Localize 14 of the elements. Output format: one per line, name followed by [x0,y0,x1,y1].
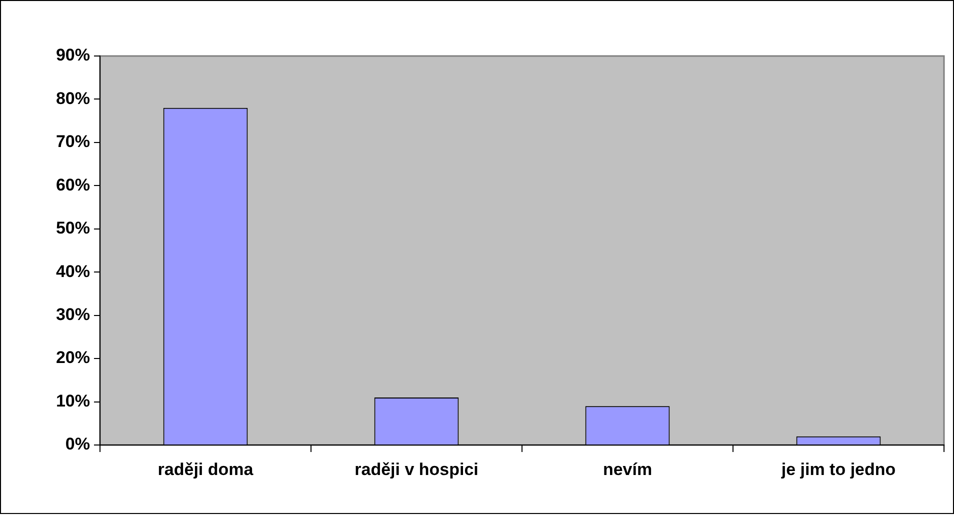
x-tick-label: raději v hospici [354,460,478,479]
y-tick-label: 60% [56,175,90,194]
y-tick-label: 10% [56,391,90,410]
y-tick-label: 70% [56,132,90,152]
x-tick-label: nevím [602,460,652,479]
y-tick-label: 40% [56,262,90,281]
y-tick-label: 80% [56,88,90,108]
y-tick-label: 50% [56,218,90,238]
y-tick-label: 0% [65,434,90,454]
y-tick-label: 30% [56,305,90,324]
x-tick-label: je jim to jedno [780,460,896,479]
x-tick-label: raději doma [158,460,254,479]
y-tick-label: 20% [56,348,90,368]
y-tick-label: 90% [56,46,90,65]
